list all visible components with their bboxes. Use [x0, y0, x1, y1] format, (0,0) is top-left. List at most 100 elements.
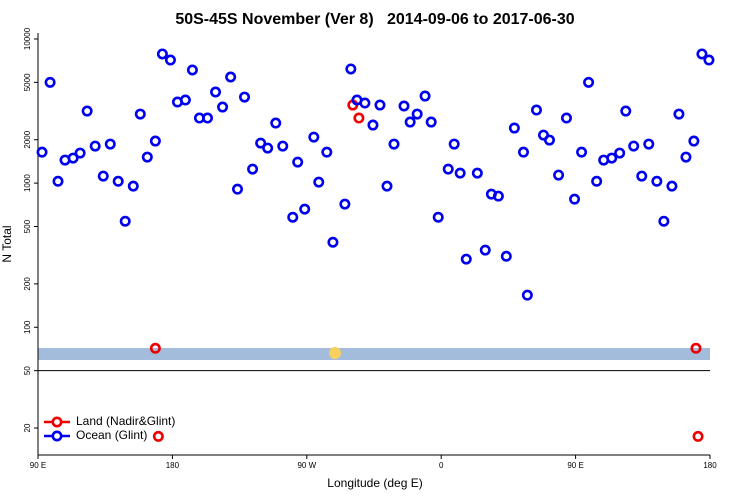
- x-tick-label: 180: [166, 461, 180, 470]
- point: [696, 48, 708, 60]
- y-tick-label: 50: [23, 366, 32, 375]
- point: [179, 94, 191, 106]
- x-tick-label: 0: [439, 461, 444, 470]
- point: [232, 183, 244, 195]
- point: [591, 175, 603, 187]
- point: [247, 163, 259, 175]
- point: [576, 146, 588, 158]
- legend-swatch-marker: [51, 430, 63, 442]
- point: [255, 137, 267, 149]
- point: [530, 104, 542, 116]
- y-tick-label: 500: [23, 219, 32, 233]
- y-tick-label: 1000: [23, 174, 32, 192]
- point: [292, 156, 304, 168]
- point: [210, 86, 222, 98]
- point: [500, 250, 512, 262]
- point: [560, 112, 572, 124]
- x-axis-label: Longitude (deg E): [327, 476, 422, 490]
- point: [688, 135, 700, 147]
- point: [651, 175, 663, 187]
- point: [454, 167, 466, 179]
- point: [217, 101, 229, 113]
- point: [308, 131, 320, 143]
- point: [287, 211, 299, 223]
- point: [186, 64, 198, 76]
- point: [479, 244, 491, 256]
- point: [419, 90, 431, 102]
- point: [521, 289, 533, 301]
- legend-swatch-marker: [51, 416, 63, 428]
- x-tick-label: 180: [703, 461, 717, 470]
- point: [321, 146, 333, 158]
- point: [141, 151, 153, 163]
- point: [359, 97, 371, 109]
- point: [553, 169, 565, 181]
- point: [52, 175, 64, 187]
- x-tick-label: 90 W: [297, 461, 316, 470]
- point: [313, 176, 325, 188]
- y-tick-label: 5000: [23, 73, 32, 91]
- point: [614, 147, 626, 159]
- point: [658, 215, 670, 227]
- point: [673, 108, 685, 120]
- x-tick-label: 90 E: [30, 461, 46, 470]
- point: [97, 170, 109, 182]
- point: [620, 105, 632, 117]
- point: [680, 151, 692, 163]
- point: [353, 112, 365, 124]
- point: [636, 170, 648, 182]
- point: [543, 134, 555, 146]
- point: [119, 215, 131, 227]
- point: [164, 54, 176, 66]
- y-tick-label: 20: [23, 423, 32, 432]
- point: [299, 203, 311, 215]
- point: [156, 48, 168, 60]
- point: [569, 193, 581, 205]
- point: [398, 100, 410, 112]
- point: [606, 152, 618, 164]
- point: [339, 198, 351, 210]
- point: [448, 138, 460, 150]
- point: [134, 108, 146, 120]
- point: [492, 190, 504, 202]
- surface-band: [38, 348, 710, 360]
- point: [690, 342, 702, 354]
- point: [517, 146, 529, 158]
- point: [67, 152, 79, 164]
- point: [149, 342, 161, 354]
- chart-title: 50S-45S November (Ver 8) 2014-09-06 to 2…: [175, 11, 574, 28]
- point: [262, 142, 274, 154]
- legend-label: Land (Nadir&Glint): [76, 414, 175, 428]
- band-highlight: [329, 347, 341, 359]
- point: [460, 253, 472, 265]
- point: [411, 108, 423, 120]
- point: [425, 116, 437, 128]
- point: [432, 211, 444, 223]
- point: [345, 63, 357, 75]
- point: [149, 135, 161, 147]
- point: [201, 112, 213, 124]
- point: [442, 163, 454, 175]
- point: [471, 167, 483, 179]
- point: [270, 117, 282, 129]
- point: [703, 54, 715, 66]
- point: [374, 99, 386, 111]
- point: [327, 236, 339, 248]
- y-axis-label: N Total: [0, 225, 14, 262]
- point: [152, 430, 164, 442]
- point: [628, 140, 640, 152]
- point: [404, 116, 416, 128]
- point: [81, 105, 93, 117]
- legend-label: Ocean (Glint): [76, 428, 147, 442]
- point: [112, 175, 124, 187]
- y-tick-label: 200: [23, 277, 32, 291]
- point: [666, 180, 678, 192]
- point: [104, 138, 116, 150]
- y-tick-label: 100: [23, 320, 32, 334]
- point: [367, 119, 379, 131]
- point: [643, 138, 655, 150]
- point: [583, 76, 595, 88]
- point: [508, 122, 520, 134]
- point: [277, 140, 289, 152]
